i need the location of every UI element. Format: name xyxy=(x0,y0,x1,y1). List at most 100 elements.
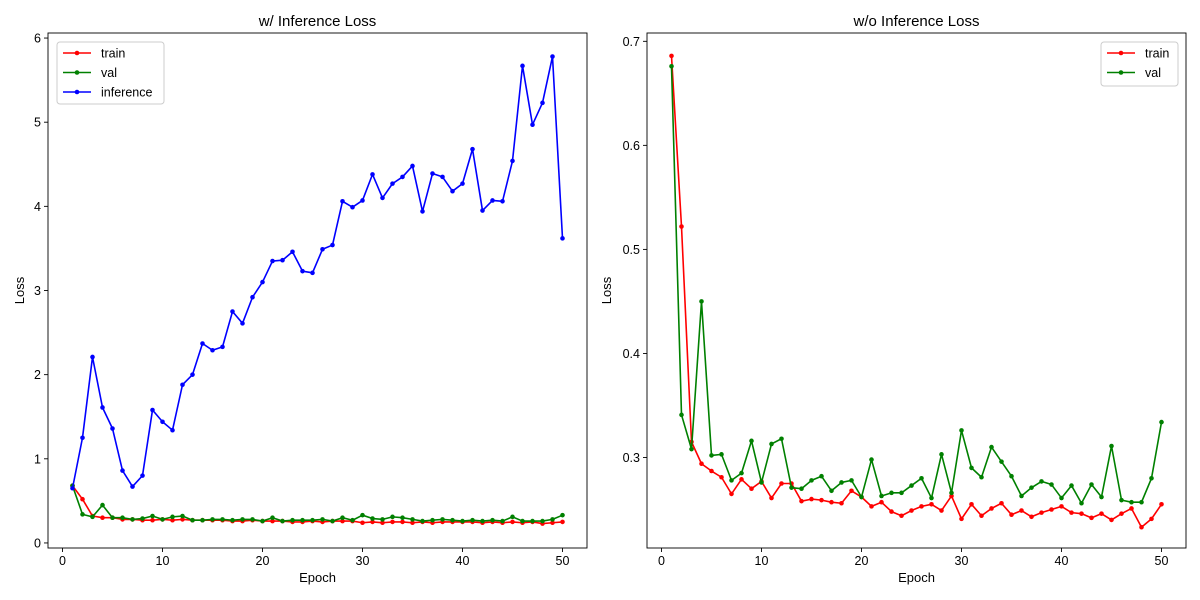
chart-2-series-val-point xyxy=(889,490,894,496)
chart-2-series-train-point xyxy=(1119,511,1124,516)
chart-1-y-tick-label: 2 xyxy=(34,368,41,382)
chart-1-series-val-point xyxy=(110,515,115,521)
chart-1-series-val-point xyxy=(490,517,495,523)
chart-2-series-train xyxy=(669,53,1164,530)
chart-1-y-axis-label: Loss xyxy=(12,276,27,304)
chart-2-legend: train val xyxy=(1100,41,1179,87)
chart-2-y-tick-label: 0.3 xyxy=(623,451,640,465)
chart-1-series-inference-point xyxy=(170,427,175,433)
chart-1-series-train-point xyxy=(270,518,275,524)
chart-2-series-val-point xyxy=(1079,500,1084,506)
chart-2-series-val-point xyxy=(1139,499,1144,505)
chart-1-series-inference-point xyxy=(180,382,185,388)
chart-1-series-val-point xyxy=(300,517,305,523)
chart-2-series-val-point xyxy=(919,475,924,481)
chart-1-series-val-point xyxy=(460,518,465,524)
chart-1-series-inference-point xyxy=(250,294,255,300)
chart-2-x-tick-label: 50 xyxy=(1155,554,1169,568)
chart-1-series-val-point xyxy=(560,512,565,518)
chart-1-series-val-point xyxy=(520,518,525,524)
chart-1-series-train-point xyxy=(150,517,155,523)
chart-1-series-train-point xyxy=(340,518,345,524)
chart-1-legend-box xyxy=(56,41,165,105)
chart-2-series-val-point xyxy=(689,446,694,452)
chart-2-series-val-point xyxy=(789,485,794,490)
chart-2-series-train-point xyxy=(1039,510,1044,515)
chart-2-series-train-point xyxy=(679,224,684,229)
chart-1-series-inference-point xyxy=(200,341,205,346)
chart-2-series-train-line xyxy=(670,55,1163,528)
chart-2-series-train-point xyxy=(849,488,854,494)
chart-2-series-val-point xyxy=(899,490,904,496)
chart-2-x-tick-label: 40 xyxy=(1055,554,1069,568)
chart-1-series-val-point xyxy=(170,514,175,520)
chart-2-series-val-point xyxy=(829,488,834,494)
chart-1-series-val-point xyxy=(340,515,345,521)
chart-1-series-train-point xyxy=(360,520,365,526)
chart-1-series-val-point xyxy=(190,517,195,523)
chart-1-series-inference-point xyxy=(460,181,465,186)
chart-1-series-val-point xyxy=(470,517,475,523)
chart-1-y-tick-label: 4 xyxy=(34,200,41,214)
chart-1-series-train-point xyxy=(100,515,105,521)
chart-2-series-train-point xyxy=(1089,515,1094,521)
chart-2-series-train-point xyxy=(1009,512,1014,518)
chart-2-series-val-point xyxy=(1119,497,1124,503)
chart-2-series-val-point xyxy=(819,473,824,479)
chart-1-legend-entry-val: val xyxy=(63,66,117,80)
chart-1-series-val-point xyxy=(380,517,385,522)
chart-1-y-tick-label: 1 xyxy=(34,452,41,466)
chart-2-series-val-point xyxy=(1049,482,1054,487)
chart-1-series-inference-point xyxy=(80,435,85,441)
chart-1-series-val-point xyxy=(80,512,85,517)
chart-1-series-inference-point xyxy=(280,257,285,263)
chart-1-series-inference-point xyxy=(220,344,225,350)
chart-1-series-inference-point xyxy=(230,309,235,314)
chart-2-legend-entry-val: val xyxy=(1107,66,1161,80)
chart-2-series-train-point xyxy=(989,506,994,511)
chart-1-series-val-point xyxy=(500,518,505,524)
chart-1-series-inference-point xyxy=(520,63,525,69)
chart-2-series-val-point xyxy=(879,493,884,499)
chart-2-series-val-point xyxy=(679,412,684,418)
chart-1-series-val-point xyxy=(430,517,435,523)
chart-1-series-val-point xyxy=(320,517,325,522)
chart-1-series-inference-point xyxy=(370,172,375,177)
chart-1-y-tick-label: 6 xyxy=(34,32,41,46)
chart-1-series-inference-point xyxy=(550,54,555,59)
chart-1-series-val xyxy=(70,483,565,524)
chart-2-series-val-point xyxy=(869,457,874,462)
chart-1-series-val-point xyxy=(310,517,315,523)
chart-1-series-inference-point xyxy=(190,372,195,377)
chart-1-series-inference-point xyxy=(410,163,415,169)
chart-2-series-train-point xyxy=(699,461,704,467)
chart-1-series-val-point xyxy=(130,517,135,522)
chart-1-series-inference-point xyxy=(350,204,355,210)
chart-2-series-val-point xyxy=(719,452,724,457)
chart-1-series-inference-point xyxy=(130,484,135,489)
chart-2-series-val-point xyxy=(769,441,774,447)
chart-2-series-train-point xyxy=(1079,511,1084,516)
chart-1-series-inference-point xyxy=(150,407,155,413)
chart-2-series-train-point xyxy=(1019,508,1024,513)
chart-1-series-train-point xyxy=(80,496,85,502)
chart-2-series-train-point xyxy=(999,500,1004,506)
chart-1-series-train-point xyxy=(390,519,395,525)
chart-2-series-train-point xyxy=(1099,511,1104,516)
chart-2-legend-entry-train: train xyxy=(1107,47,1169,61)
chart-1-series-val-point xyxy=(200,517,205,523)
chart-1-series-train-point xyxy=(550,520,555,526)
chart-1-series-val-point xyxy=(100,502,105,508)
chart-1-series-val-point xyxy=(280,518,285,524)
chart-1-series-val-point xyxy=(270,515,275,521)
chart-2-series-val-point xyxy=(1029,485,1034,490)
chart-1-series-inference-point xyxy=(120,468,125,473)
chart-2-series-val-point xyxy=(709,453,714,458)
chart-2-series-val-point xyxy=(959,428,964,433)
chart-2-series-train-point xyxy=(809,496,814,502)
chart-2-series-train-point xyxy=(719,474,724,480)
chart-2-series-train-point xyxy=(959,516,964,522)
chart-1-series-train-point xyxy=(180,517,185,522)
chart-2-series-val-point xyxy=(1099,494,1104,500)
chart-1-series-inference-point xyxy=(300,268,305,274)
